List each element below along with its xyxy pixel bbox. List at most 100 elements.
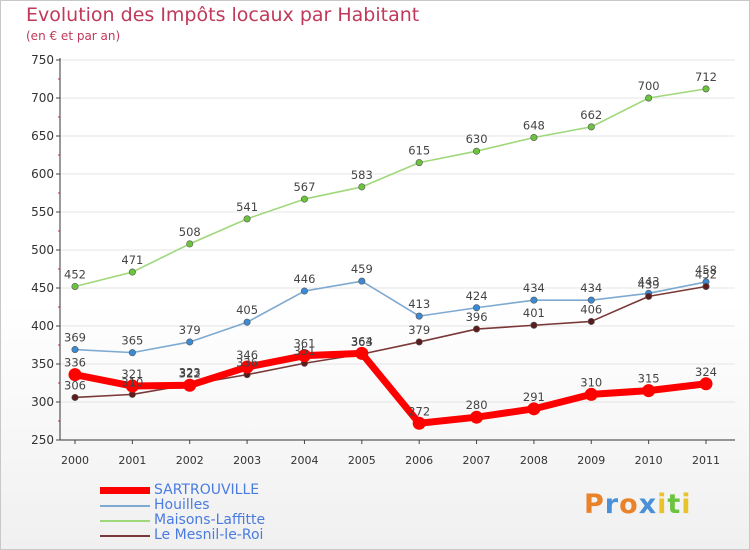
- data-label: 662: [580, 108, 602, 122]
- data-point: [186, 240, 194, 248]
- logo-letter: i: [657, 489, 668, 520]
- data-label: 405: [236, 303, 258, 317]
- x-tick-label: 2008: [520, 454, 548, 467]
- data-label: 351: [293, 344, 315, 358]
- x-tick-label: 2000: [61, 454, 89, 467]
- x-tick-label: 2004: [290, 454, 318, 467]
- data-label: 336: [64, 356, 86, 370]
- data-label: 508: [179, 225, 201, 239]
- data-label: 541: [236, 200, 258, 214]
- data-label: 452: [64, 267, 86, 281]
- data-point: [297, 349, 311, 363]
- data-label: 406: [580, 302, 602, 316]
- proxiti-logo: Proxiti: [584, 489, 692, 520]
- chart-subtitle: (en € et par an): [26, 29, 121, 43]
- y-tick-label: 600: [31, 167, 54, 181]
- line-chart: 250 300 350 400 450 500 550 600 650 700 750 2000 200…: [31, 53, 735, 467]
- series-line: [74, 280, 707, 354]
- data-point: [355, 346, 369, 360]
- data-label: 439: [638, 277, 660, 291]
- data-label: 396: [466, 310, 488, 324]
- data-label: 471: [121, 253, 143, 267]
- data-label: 630: [466, 132, 488, 146]
- logo-letter: r: [604, 489, 620, 520]
- data-label: 365: [121, 334, 143, 348]
- data-label: 280: [466, 398, 488, 412]
- data-point: [358, 183, 366, 191]
- data-label: 700: [638, 79, 660, 93]
- data-label: 615: [408, 144, 430, 158]
- data-point: [412, 416, 426, 430]
- data-point: [243, 215, 251, 223]
- y-tick-label: 650: [31, 129, 54, 143]
- y-tick-label: 450: [31, 281, 54, 295]
- data-label: 458: [695, 263, 717, 277]
- data-point: [642, 384, 656, 398]
- logo-letter: i: [681, 489, 692, 520]
- data-point: [300, 287, 308, 295]
- legend-label-sartrouville: SARTROUVILLE: [154, 482, 260, 498]
- data-point: [702, 282, 710, 290]
- series-line: [74, 88, 707, 288]
- data-point: [587, 317, 595, 325]
- logo-letter: t: [667, 489, 682, 520]
- y-tick-label: 300: [31, 395, 54, 409]
- data-label: 379: [408, 323, 430, 337]
- data-point: [71, 346, 79, 354]
- data-label: 322: [179, 366, 201, 380]
- legend-swatch-sartrouville: [100, 487, 150, 494]
- data-label: 452: [695, 267, 717, 281]
- logo-letter: x: [638, 489, 658, 520]
- data-point: [530, 134, 538, 142]
- data-label: 324: [695, 365, 717, 379]
- legend-swatch-houilles: [100, 505, 150, 507]
- data-point: [358, 277, 366, 285]
- data-label: 272: [408, 404, 430, 418]
- data-point: [183, 378, 197, 392]
- series-line: [74, 349, 707, 427]
- data-label: 315: [638, 372, 660, 386]
- data-point: [300, 195, 308, 203]
- y-tick-label: 250: [31, 433, 54, 447]
- data-point: [415, 159, 423, 167]
- data-point: [702, 85, 710, 93]
- x-tick-label: 2006: [405, 454, 433, 467]
- y-tick-label: 700: [31, 91, 54, 105]
- data-label: 567: [293, 180, 315, 194]
- y-tick-label: 350: [31, 357, 54, 371]
- y-tick-label: 750: [31, 53, 54, 67]
- data-point: [473, 325, 481, 333]
- data-label: 323: [179, 366, 201, 380]
- x-tick-label: 2011: [692, 454, 720, 467]
- data-label: 413: [408, 297, 430, 311]
- y-tick-label: 550: [31, 205, 54, 219]
- data-point: [530, 321, 538, 329]
- x-tick-label: 2002: [176, 454, 204, 467]
- x-tick-label: 2010: [635, 454, 663, 467]
- data-label: 346: [236, 348, 258, 362]
- data-label: 443: [638, 274, 660, 288]
- data-point: [527, 402, 541, 416]
- data-label: 369: [64, 331, 86, 345]
- data-label: 363: [351, 335, 373, 349]
- data-point: [587, 123, 595, 131]
- x-tick-label: 2003: [233, 454, 261, 467]
- logo-letter: P: [584, 489, 605, 520]
- data-label: 336: [236, 356, 258, 370]
- data-point: [473, 147, 481, 155]
- data-point: [587, 296, 595, 304]
- data-label: 434: [580, 281, 602, 295]
- data-label: 424: [466, 289, 488, 303]
- data-point: [125, 379, 139, 393]
- data-label: 321: [121, 367, 143, 381]
- data-label: 361: [293, 337, 315, 351]
- y-tick-label: 400: [31, 319, 54, 333]
- legend-swatch-maisons-laffitte: [100, 520, 150, 522]
- data-point: [68, 368, 82, 382]
- data-label: 583: [351, 168, 373, 182]
- chart-title: Evolution des Impôts locaux par Habitant: [26, 4, 420, 26]
- logo-letter: o: [619, 489, 639, 520]
- data-label: 459: [351, 262, 373, 276]
- data-point: [415, 312, 423, 320]
